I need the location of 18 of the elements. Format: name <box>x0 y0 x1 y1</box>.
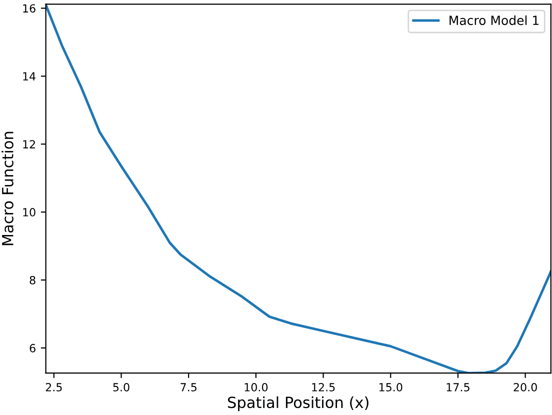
x-tick-label: 17.5 <box>446 383 470 392</box>
x-tick-label: 2.5 <box>46 383 62 392</box>
x-axis-title: Spatial Position (x) <box>228 396 368 412</box>
y-tick-label: 16 <box>23 4 36 13</box>
x-tick-label: 10.0 <box>244 383 268 392</box>
line-series <box>46 4 551 374</box>
y-tick-label: 10 <box>23 208 36 216</box>
x-tick-label: 5.0 <box>113 383 130 392</box>
y-tick-label: 8 <box>30 276 36 284</box>
y-tick-label: 12 <box>23 140 35 148</box>
y-axis-title: Macro Function <box>2 132 14 246</box>
y-tick-label: 14 <box>23 72 36 80</box>
y-tick-label: 6 <box>30 344 36 352</box>
x-tick-label: 20.0 <box>514 383 537 392</box>
x-tick-label: 7.5 <box>180 383 196 392</box>
x-tick-label: 15.0 <box>379 383 402 392</box>
x-tick-label: 12.5 <box>312 383 335 392</box>
legend-label: Macro Model 1 <box>450 15 538 26</box>
